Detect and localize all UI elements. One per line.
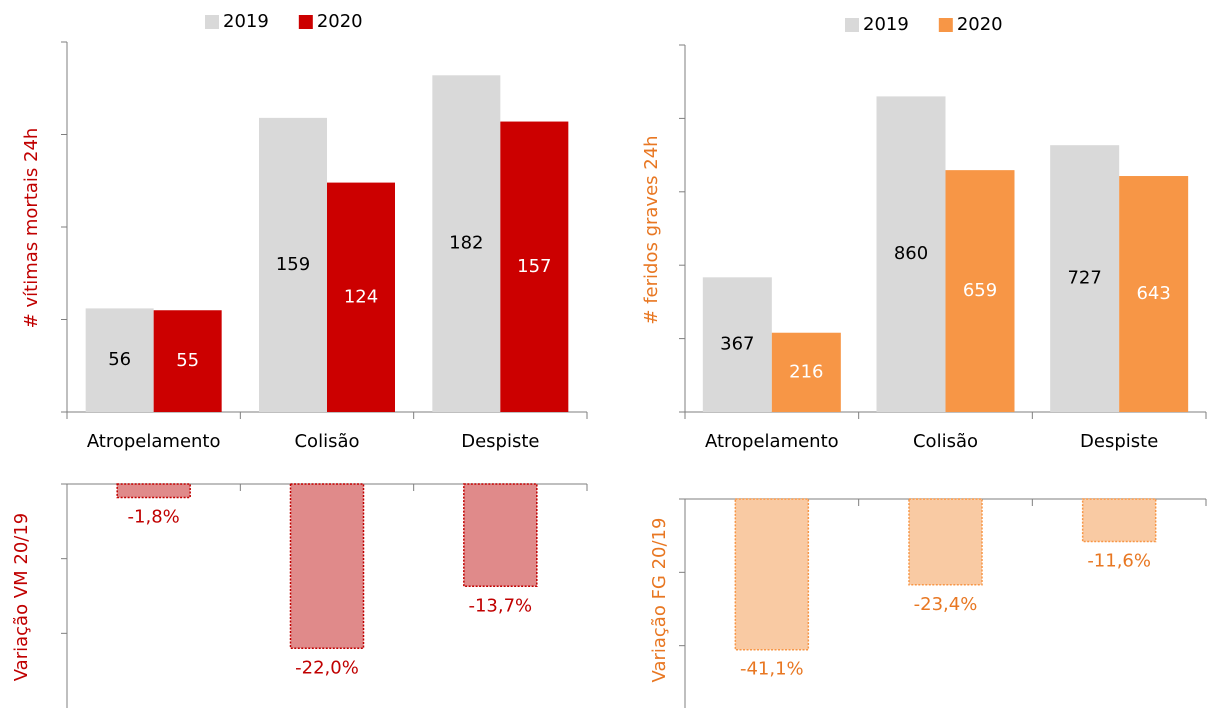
value-label: 216 <box>789 361 823 382</box>
value-label: -23,4% <box>914 594 978 615</box>
value-label: 643 <box>1136 283 1170 304</box>
bar <box>500 121 569 413</box>
value-label: 124 <box>344 286 378 307</box>
value-label: 659 <box>963 280 997 301</box>
bar <box>1119 176 1189 412</box>
bar <box>327 182 395 412</box>
x-tick-label: Colisão <box>913 431 978 452</box>
value-label: -13,7% <box>468 595 532 616</box>
value-label: 159 <box>276 254 310 275</box>
value-label: -1,8% <box>128 506 180 527</box>
bar <box>945 170 1015 412</box>
x-tick-label: Colisão <box>294 431 359 452</box>
value-label: -22,0% <box>295 657 359 678</box>
value-label: 55 <box>176 350 199 371</box>
legend-label: 2019 <box>863 14 909 35</box>
bar <box>771 332 841 412</box>
bar <box>702 277 772 412</box>
x-tick-label: Despiste <box>461 431 539 452</box>
bar <box>463 483 538 588</box>
value-label: 367 <box>720 334 754 355</box>
bar <box>85 308 154 412</box>
legend-swatch <box>205 15 219 29</box>
bar <box>876 96 946 412</box>
bar <box>1081 498 1157 543</box>
value-label: 860 <box>894 243 928 264</box>
bar <box>1050 145 1120 413</box>
x-tick-label: Despiste <box>1080 431 1158 452</box>
bar <box>153 310 222 412</box>
bar <box>116 483 191 499</box>
bar <box>432 75 501 413</box>
y-axis-label: # vítimas mortais 24h <box>21 128 42 329</box>
legend-label: 2019 <box>223 11 269 32</box>
value-label: -11,6% <box>1087 551 1151 572</box>
bar <box>259 117 327 412</box>
bar <box>908 498 983 586</box>
y-axis-label: Variação FG 20/19 <box>649 518 670 683</box>
value-label: 182 <box>449 233 483 254</box>
y-axis-label: # feridos graves 24h <box>641 135 662 324</box>
x-tick-label: Atropelamento <box>87 431 221 452</box>
legend-label: 2020 <box>957 14 1003 35</box>
value-label: -41,1% <box>740 659 804 680</box>
legend-label: 2020 <box>317 11 363 32</box>
value-label: 157 <box>517 256 551 277</box>
value-label: 56 <box>108 349 131 370</box>
value-label: 727 <box>1067 268 1101 289</box>
x-tick-label: Atropelamento <box>705 431 839 452</box>
bar <box>289 483 365 650</box>
legend-swatch <box>298 15 313 29</box>
legend-swatch <box>845 18 859 32</box>
legend-swatch <box>938 18 953 32</box>
y-axis-label: Variação VM 20/19 <box>11 513 32 681</box>
bar <box>734 498 810 651</box>
